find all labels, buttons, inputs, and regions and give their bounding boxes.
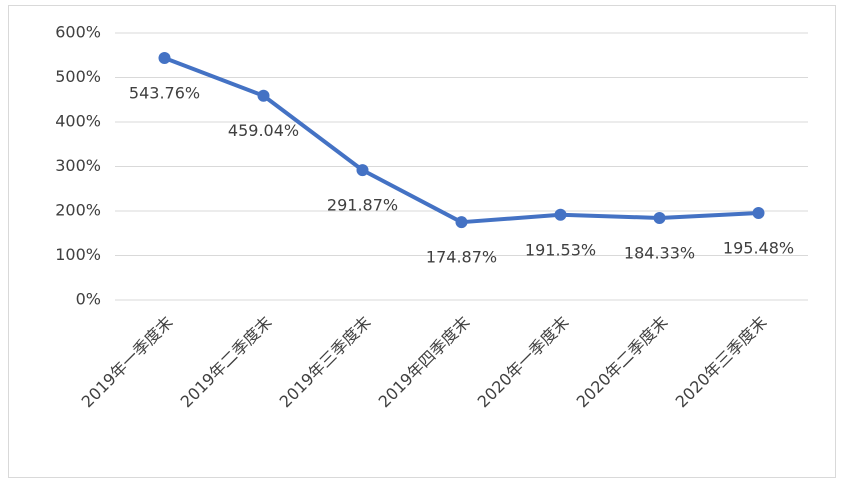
data-point <box>752 207 765 220</box>
data-label: 543.76% <box>129 84 200 103</box>
y-tick-label: 600% <box>55 23 101 42</box>
data-point <box>554 208 567 221</box>
y-tick-label: 400% <box>55 112 101 131</box>
chart-frame <box>8 5 836 478</box>
data-label: 174.87% <box>426 248 497 267</box>
data-point <box>455 216 468 229</box>
data-label: 195.48% <box>723 239 794 258</box>
y-tick-label: 300% <box>55 156 101 175</box>
y-tick-label: 0% <box>76 290 101 309</box>
data-label: 184.33% <box>624 243 695 262</box>
data-point <box>653 211 666 224</box>
data-label: 191.53% <box>525 240 596 259</box>
data-label: 291.87% <box>327 196 398 215</box>
y-tick-label: 100% <box>55 245 101 264</box>
data-point <box>158 52 171 65</box>
y-tick-label: 200% <box>55 201 101 220</box>
data-label: 459.04% <box>228 121 299 140</box>
data-point <box>356 164 369 177</box>
y-tick-label: 500% <box>55 67 101 86</box>
data-point <box>257 89 270 102</box>
